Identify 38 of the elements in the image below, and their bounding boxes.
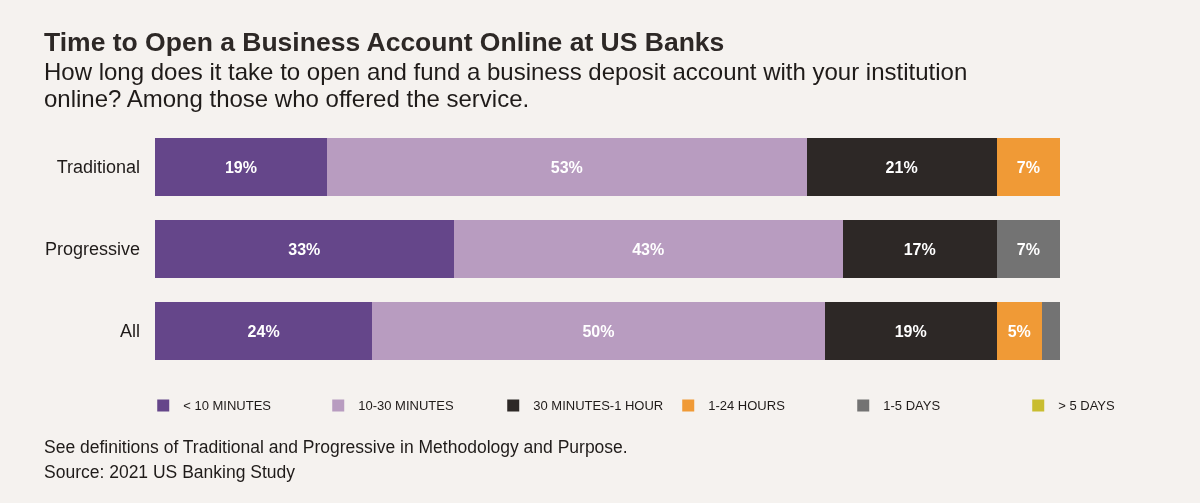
bar: [806, 137, 997, 197]
bar: [326, 137, 807, 197]
bar: [996, 219, 1060, 279]
data-label: 24%: [247, 322, 280, 340]
legend-label: 1-24 HOURS: [708, 398, 786, 414]
bar: [155, 301, 373, 361]
data-label: 21%: [885, 158, 918, 176]
data-label: 19%: [224, 158, 257, 176]
bar: [824, 301, 997, 361]
bar: [372, 301, 825, 361]
bar: [996, 301, 1042, 361]
legend-label: 30 MINUTES-1 HOUR: [533, 398, 664, 414]
legend-label: < 10 MINUTES: [183, 398, 272, 414]
text: See definitions of Traditional and Progressive in Methodology and Purpose.: [44, 436, 628, 459]
y-tick-label: All: [119, 321, 140, 342]
data-label: 19%: [894, 322, 927, 340]
bar: [155, 137, 327, 197]
source-note: Source: 2021 US Banking Study: [44, 461, 295, 484]
bar: [1041, 301, 1060, 361]
data-label: 33%: [288, 240, 321, 258]
bar: [996, 137, 1060, 197]
chart-subtitle: How long does it take to open and fund a business deposit account with your institution online? Among those who offered the service.: [44, 58, 969, 112]
legend-label: 1-5 DAYS: [883, 398, 941, 414]
data-label: 17%: [903, 240, 936, 258]
bar: [453, 219, 843, 279]
data-label: 7%: [1016, 158, 1040, 176]
legend-label: 10-30 MINUTES: [358, 398, 454, 414]
legend-label: > 5 DAYS: [1058, 398, 1116, 414]
chart-title: Time to Open a Business Account Online at US Banks: [44, 26, 725, 58]
y-tick-label: Traditional: [56, 157, 140, 178]
data-label: 5%: [1007, 322, 1031, 340]
y-tick-label: Progressive: [44, 239, 140, 260]
data-label: 53%: [550, 158, 583, 176]
data-label: 50%: [582, 322, 615, 340]
data-label: 43%: [632, 240, 665, 258]
bar: [842, 219, 997, 279]
bar: [155, 219, 454, 279]
data-label: 7%: [1016, 240, 1040, 258]
